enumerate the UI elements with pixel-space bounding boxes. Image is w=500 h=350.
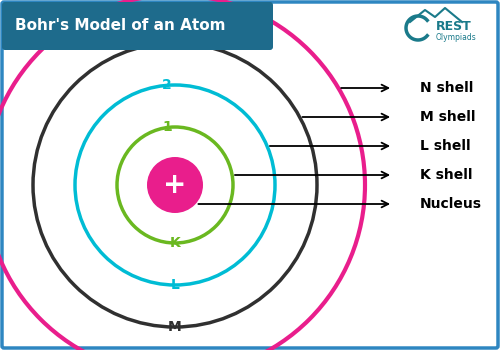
Text: +: +	[164, 171, 186, 199]
Text: N shell: N shell	[420, 81, 474, 95]
FancyBboxPatch shape	[2, 2, 273, 50]
Text: K: K	[170, 236, 180, 250]
Text: 4: 4	[162, 0, 172, 2]
Text: 1: 1	[162, 120, 172, 134]
Circle shape	[147, 157, 203, 213]
Text: Bohr's Model of an Atom: Bohr's Model of an Atom	[15, 19, 226, 34]
Text: L: L	[170, 278, 179, 292]
Text: M: M	[168, 320, 182, 334]
Text: 2: 2	[162, 78, 172, 92]
Text: L shell: L shell	[420, 139, 470, 153]
Text: Olympiads: Olympiads	[436, 33, 477, 42]
Text: M shell: M shell	[420, 110, 476, 124]
Text: 3: 3	[162, 36, 172, 50]
Text: Nucleus: Nucleus	[420, 197, 482, 211]
Text: REST: REST	[436, 21, 472, 34]
Text: K shell: K shell	[420, 168, 472, 182]
